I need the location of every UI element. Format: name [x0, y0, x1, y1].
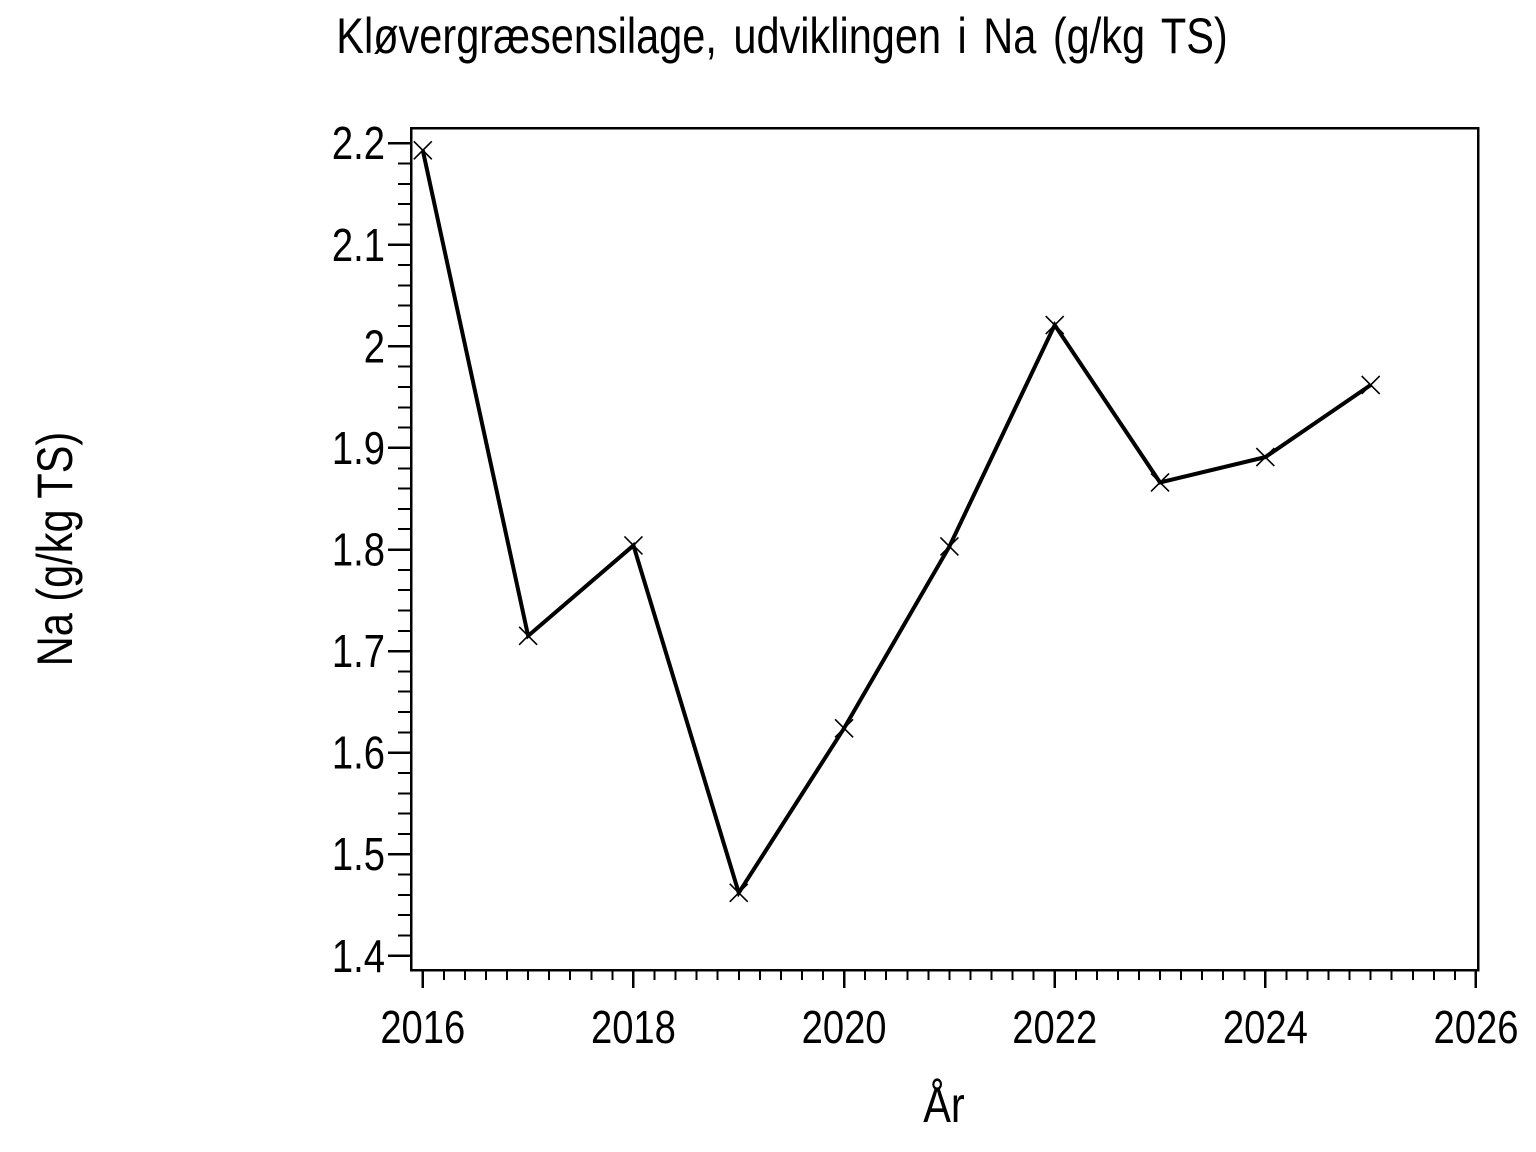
data-point-marker: [1361, 375, 1381, 395]
chart-title: Kløvergræsensilage, udviklingen i Na (g/…: [336, 8, 1228, 64]
data-point-marker: [413, 140, 433, 160]
data-point-marker: [1045, 315, 1065, 335]
data-point-marker: [1255, 447, 1275, 467]
x-tick-label: 2026: [1434, 1002, 1519, 1053]
data-point-marker: [939, 536, 959, 557]
y-tick-label: 1.5: [332, 829, 385, 880]
x-tick-label: 2020: [802, 1002, 887, 1053]
y-tick-label: 2: [364, 321, 385, 372]
x-tick-label: 2018: [591, 1002, 676, 1053]
data-line: [420, 149, 1372, 898]
data-point-marker: [834, 718, 854, 738]
y-tick-label: 1.9: [332, 423, 385, 474]
y-tick-label: 2.1: [332, 219, 385, 270]
y-axis-label: Na (g/kg TS): [27, 431, 83, 667]
data-point-marker: [729, 883, 749, 903]
data-point-marker: [1150, 472, 1170, 493]
y-tick-label: 2.2: [332, 118, 385, 169]
plot-border: [409, 126, 1480, 972]
y-tick-label: 1.7: [332, 626, 385, 677]
x-tick-label: 2022: [1012, 1002, 1097, 1053]
y-tick-label: 1.8: [332, 524, 385, 575]
x-axis-label: År: [923, 1077, 965, 1133]
x-tick-label: 2024: [1223, 1002, 1308, 1053]
data-point-marker: [623, 535, 644, 556]
x-tick-label: 2016: [380, 1002, 465, 1053]
y-tick-label: 1.6: [332, 727, 385, 778]
y-tick-label: 1.4: [332, 930, 385, 981]
data-point-marker: [518, 626, 538, 646]
